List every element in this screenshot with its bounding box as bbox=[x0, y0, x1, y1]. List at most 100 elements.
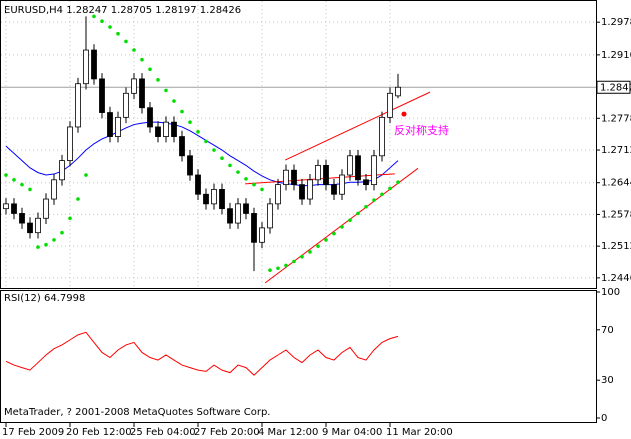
candle-body bbox=[155, 126, 161, 137]
sar-dot bbox=[68, 216, 72, 221]
rsi-pane bbox=[0, 290, 597, 423]
sar-dot bbox=[28, 187, 32, 192]
candle-body bbox=[27, 222, 33, 234]
y-tick-label: 1.25120 bbox=[601, 241, 631, 252]
sar-dot bbox=[396, 180, 400, 185]
candle-body bbox=[67, 126, 73, 162]
y-tick-label: 100 bbox=[601, 287, 620, 298]
candle-body bbox=[139, 78, 145, 109]
last-price-box bbox=[596, 80, 631, 94]
sar-dot bbox=[284, 263, 288, 268]
y-tick-label: 0 bbox=[601, 413, 607, 424]
y-tick-label: 1.24460 bbox=[601, 273, 631, 284]
candle-body bbox=[163, 121, 169, 137]
sar-dot bbox=[204, 139, 208, 144]
candle-body bbox=[35, 217, 41, 234]
sar-dot bbox=[308, 250, 312, 254]
y-tick-label: 30 bbox=[601, 375, 614, 386]
sar-dot bbox=[252, 182, 256, 187]
sar-dot bbox=[108, 25, 112, 29]
candle-body bbox=[363, 179, 369, 186]
candle-body bbox=[235, 203, 241, 224]
sar-dot bbox=[4, 173, 8, 177]
rsi-title: RSI(12) 64.7998 bbox=[4, 293, 85, 304]
candle-body bbox=[19, 213, 25, 224]
x-tick-label: 4 Mar 12:00 bbox=[258, 427, 318, 438]
candle-body bbox=[379, 116, 385, 157]
sar-dot bbox=[132, 48, 136, 52]
candle-body bbox=[339, 174, 345, 195]
candle-body bbox=[299, 184, 305, 200]
candle-body bbox=[371, 155, 377, 186]
sar-dot bbox=[220, 156, 224, 160]
chart-title: EURUSD,H4 1.28247 1.28705 1.28197 1.2842… bbox=[4, 5, 241, 16]
y-tick-label: 70 bbox=[601, 325, 614, 336]
sar-dot bbox=[324, 238, 328, 242]
x-tick-label: 20 Feb 12:00 bbox=[66, 427, 132, 438]
candle-body bbox=[331, 184, 337, 195]
sar-dot bbox=[116, 31, 120, 36]
candle-body bbox=[259, 227, 265, 243]
sar-dot bbox=[228, 163, 232, 168]
candle-body bbox=[291, 169, 297, 186]
rsi-line bbox=[5, 331, 399, 376]
sar-dot bbox=[348, 218, 352, 222]
candle-body bbox=[131, 78, 137, 94]
main-pane bbox=[0, 0, 597, 289]
sar-dot bbox=[84, 173, 88, 177]
sar-dot bbox=[52, 238, 56, 242]
sar-dot bbox=[332, 231, 336, 236]
candle-body bbox=[387, 92, 393, 118]
sar-dot bbox=[196, 129, 200, 134]
sar-dot bbox=[140, 57, 144, 62]
candle-body bbox=[267, 203, 273, 229]
candle-body bbox=[187, 155, 193, 176]
sar-dot bbox=[260, 187, 264, 192]
candle-body bbox=[51, 179, 57, 200]
sar-dot bbox=[244, 177, 248, 181]
sar-dot bbox=[156, 78, 160, 82]
sar-dot bbox=[236, 170, 240, 174]
candle-body bbox=[395, 86, 401, 97]
candle-body bbox=[123, 92, 129, 118]
candle-body bbox=[99, 78, 105, 113]
sar-dot bbox=[316, 244, 320, 248]
sar-dot bbox=[340, 225, 344, 229]
trendline bbox=[284, 91, 431, 161]
candle-body bbox=[315, 165, 321, 181]
candle-body bbox=[75, 83, 81, 128]
y-tick-label: 1.25780 bbox=[601, 209, 631, 220]
sar-dot bbox=[372, 198, 376, 202]
candle-body bbox=[227, 208, 233, 224]
sar-dot bbox=[356, 211, 360, 216]
sar-dot bbox=[124, 39, 128, 44]
y-tick-label: 1.29780 bbox=[601, 17, 631, 28]
candle-body bbox=[195, 174, 201, 195]
candle-body bbox=[203, 193, 209, 205]
sar-dot bbox=[164, 88, 168, 93]
last-price-label: 1.28426 bbox=[600, 82, 631, 93]
candle-body bbox=[107, 112, 113, 137]
candle-body bbox=[179, 136, 185, 157]
x-tick-label: 25 Feb 04:00 bbox=[130, 427, 196, 438]
sar-dot bbox=[60, 230, 64, 235]
sar-dot bbox=[292, 259, 296, 264]
sar-dot bbox=[364, 204, 368, 209]
y-tick-label: 1.27780 bbox=[601, 113, 631, 124]
sar-dot bbox=[172, 99, 176, 103]
footer: MetaTrader, ? 2001-2008 MetaQuotes Softw… bbox=[4, 407, 270, 418]
sar-dot bbox=[380, 192, 384, 197]
marker bbox=[401, 111, 407, 117]
candle-body bbox=[147, 107, 153, 128]
sar-dot bbox=[148, 67, 152, 72]
candle-body bbox=[323, 165, 329, 186]
candle-body bbox=[115, 116, 121, 137]
candle-body bbox=[43, 198, 49, 219]
candle-body bbox=[243, 203, 249, 214]
sar-dot bbox=[44, 242, 48, 247]
sar-dot bbox=[36, 245, 40, 249]
sar-dot bbox=[12, 178, 16, 182]
candle-body bbox=[3, 203, 9, 210]
candle-body bbox=[59, 160, 65, 181]
